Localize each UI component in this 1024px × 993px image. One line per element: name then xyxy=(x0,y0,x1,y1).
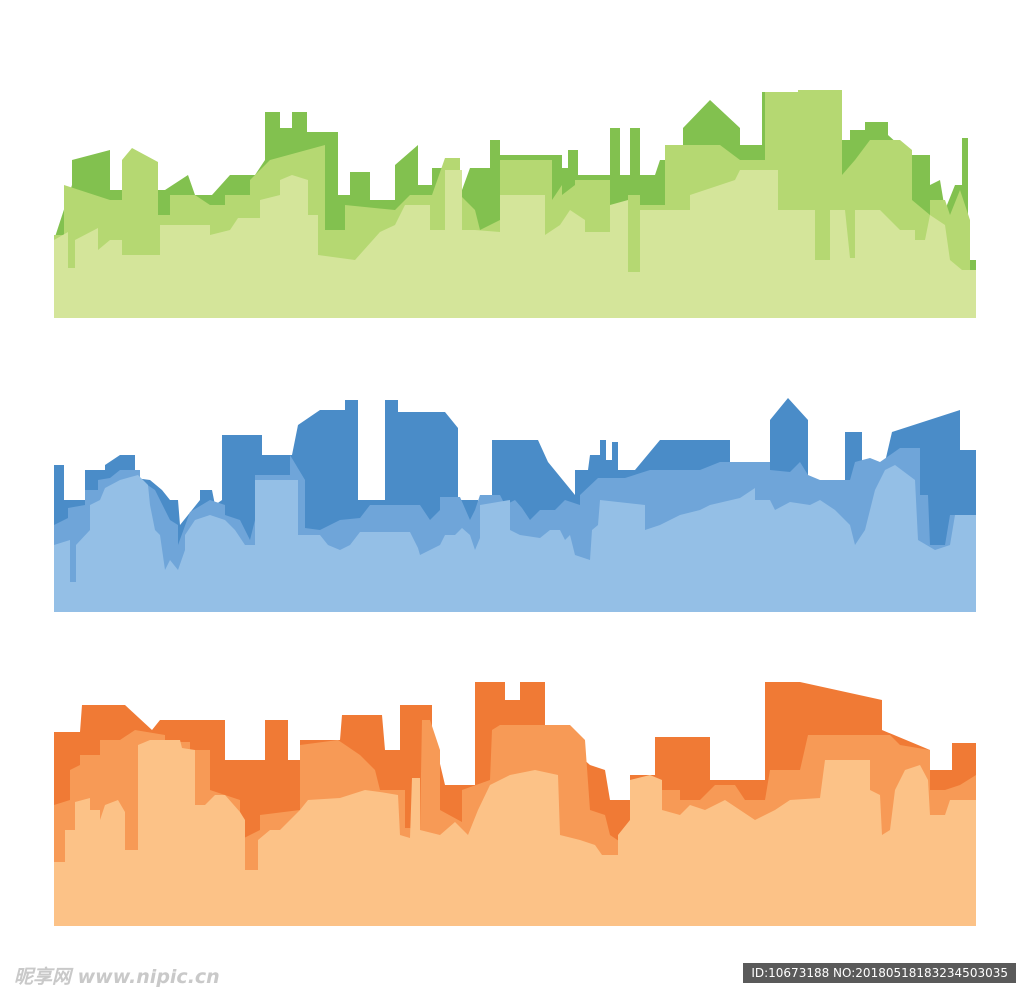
green-front-buildings xyxy=(54,170,976,318)
orange-front-buildings xyxy=(54,740,976,926)
blue-front-buildings xyxy=(54,465,976,612)
watermark-site: 昵享网 www.nipic.cn xyxy=(14,966,220,988)
green-skyline xyxy=(54,90,976,318)
blue-skyline xyxy=(54,398,976,612)
orange-skyline xyxy=(54,682,976,926)
watermark-id: ID:10673188 NO:20180518183234503035 xyxy=(743,963,1016,983)
